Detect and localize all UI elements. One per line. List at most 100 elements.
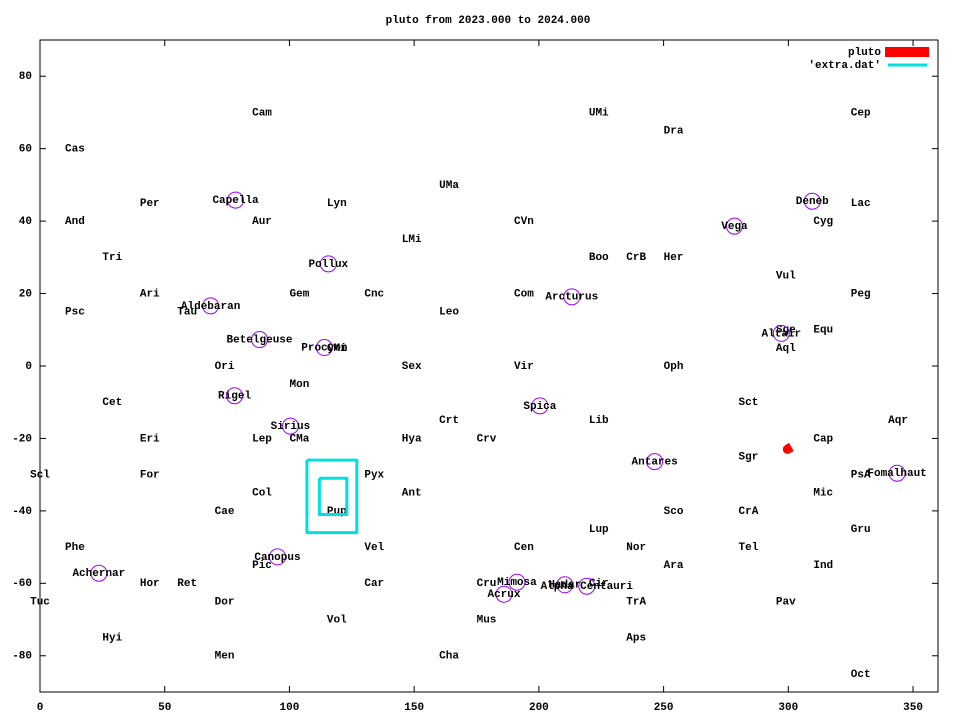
extra-outline	[317, 476, 349, 517]
constellation-label: Mic	[813, 488, 833, 500]
constellation-label: Pav	[776, 596, 796, 608]
star-label: Spica	[523, 401, 556, 413]
star-label: Mimosa	[497, 577, 537, 589]
x-tick-label: 350	[903, 702, 923, 714]
star-marker	[315, 339, 333, 357]
y-tick-label: -20	[12, 433, 32, 445]
pluto-track	[782, 442, 794, 454]
constellation-label: Tri	[102, 252, 122, 264]
constellation-label: Aps	[626, 633, 646, 645]
y-tick-label: -80	[12, 651, 32, 663]
y-tick-label: 40	[19, 216, 32, 228]
constellation-label: Tel	[739, 542, 759, 554]
star-marker	[888, 464, 906, 482]
star-marker	[578, 577, 596, 595]
constellation-label: UMi	[589, 107, 609, 119]
constellation-label: Cyg	[813, 216, 833, 228]
star-marker	[251, 331, 269, 349]
constellation-label: Ara	[664, 560, 684, 572]
star-label: Alpha Centauri	[541, 581, 634, 593]
x-tick-label: 50	[158, 702, 171, 714]
constellation-label: Col	[252, 488, 272, 500]
constellation-label: Lup	[589, 524, 609, 536]
constellation-label: Ind	[813, 560, 833, 572]
star-marker	[563, 288, 581, 306]
constellation-label: Aql	[776, 343, 796, 355]
constellation-label: Cen	[514, 542, 534, 554]
constellation-label: LMi	[402, 234, 422, 246]
y-tick-label: 0	[25, 361, 32, 373]
constellation-label: UMa	[439, 180, 459, 192]
constellation-label: Tuc	[30, 596, 50, 608]
constellation-label: CrB	[626, 252, 646, 264]
star-marker	[202, 297, 220, 315]
constellation-label: TrA	[626, 596, 646, 608]
constellation-label: Dra	[664, 125, 684, 137]
constellation-label: And	[65, 216, 85, 228]
constellation-label: CrA	[739, 506, 759, 518]
constellation-label: Nor	[626, 542, 646, 554]
constellation-label: CMa	[290, 433, 310, 445]
constellation-label: Cir	[589, 578, 609, 590]
x-tick-label: 300	[778, 702, 798, 714]
constellation-label: Cae	[215, 506, 235, 518]
constellation-label: For	[140, 470, 160, 482]
star-marker	[725, 217, 743, 235]
star-marker	[803, 192, 821, 210]
star-marker	[226, 387, 244, 405]
constellation-label: Her	[664, 252, 684, 264]
constellation-label: Scl	[30, 470, 50, 482]
star-label: Canopus	[254, 552, 300, 564]
star-marker	[531, 397, 549, 415]
star-label: Acrux	[487, 589, 520, 601]
constellation-label: Cas	[65, 144, 85, 156]
y-tick-label: 20	[19, 288, 32, 300]
constellation-label: Mus	[477, 614, 497, 626]
star-marker	[227, 191, 245, 209]
constellation-label: Com	[514, 288, 534, 300]
constellation-label: Hya	[402, 433, 422, 445]
constellation-label: Crv	[477, 433, 497, 445]
constellation-label: Cnc	[364, 288, 384, 300]
constellation-label: Lac	[851, 198, 871, 210]
star-label: Procyon	[301, 342, 347, 354]
constellation-label: Leo	[439, 307, 459, 319]
constellation-label: Aur	[252, 216, 272, 228]
y-tick-label: 80	[19, 71, 32, 83]
constellation-label: Dor	[215, 596, 235, 608]
star-marker	[268, 548, 286, 566]
constellation-label: Cap	[813, 433, 833, 445]
constellation-label: Cru	[477, 578, 497, 590]
constellation-label: Hor	[140, 578, 160, 590]
constellation-label: Gem	[290, 288, 310, 300]
constellation-label: Vir	[514, 361, 534, 373]
constellation-label: Oct	[851, 669, 871, 681]
constellation-label: Lib	[589, 415, 609, 427]
y-tick-label: -40	[12, 506, 32, 518]
star-label: Fomalhaut	[867, 468, 926, 480]
star-label: Achernar	[72, 568, 125, 580]
constellation-label: Cam	[252, 107, 272, 119]
constellation-label: Phe	[65, 542, 85, 554]
constellation-label: Pic	[252, 560, 272, 572]
constellation-label: Sct	[739, 397, 759, 409]
constellation-label: Cha	[439, 651, 459, 663]
constellation-label: Equ	[813, 325, 833, 337]
star-marker	[646, 453, 664, 471]
constellation-label: Per	[140, 198, 160, 210]
star-label: Betelgeuse	[227, 334, 293, 346]
constellation-label: Peg	[851, 288, 871, 300]
constellation-label: Cep	[851, 107, 871, 119]
constellation-label: Vul	[776, 270, 796, 282]
constellation-label: Sex	[402, 361, 422, 373]
star-marker	[281, 417, 299, 435]
star-label: Altair	[762, 328, 802, 340]
constellation-label: Eri	[140, 433, 160, 445]
constellation-label: Psc	[65, 307, 85, 319]
constellation-label: Oph	[664, 361, 684, 373]
constellation-label: Gru	[851, 524, 871, 536]
legend-swatch	[885, 47, 929, 57]
constellation-label: Pyx	[364, 470, 384, 482]
constellation-label: Sco	[664, 506, 684, 518]
star-label: Pollux	[309, 259, 349, 271]
